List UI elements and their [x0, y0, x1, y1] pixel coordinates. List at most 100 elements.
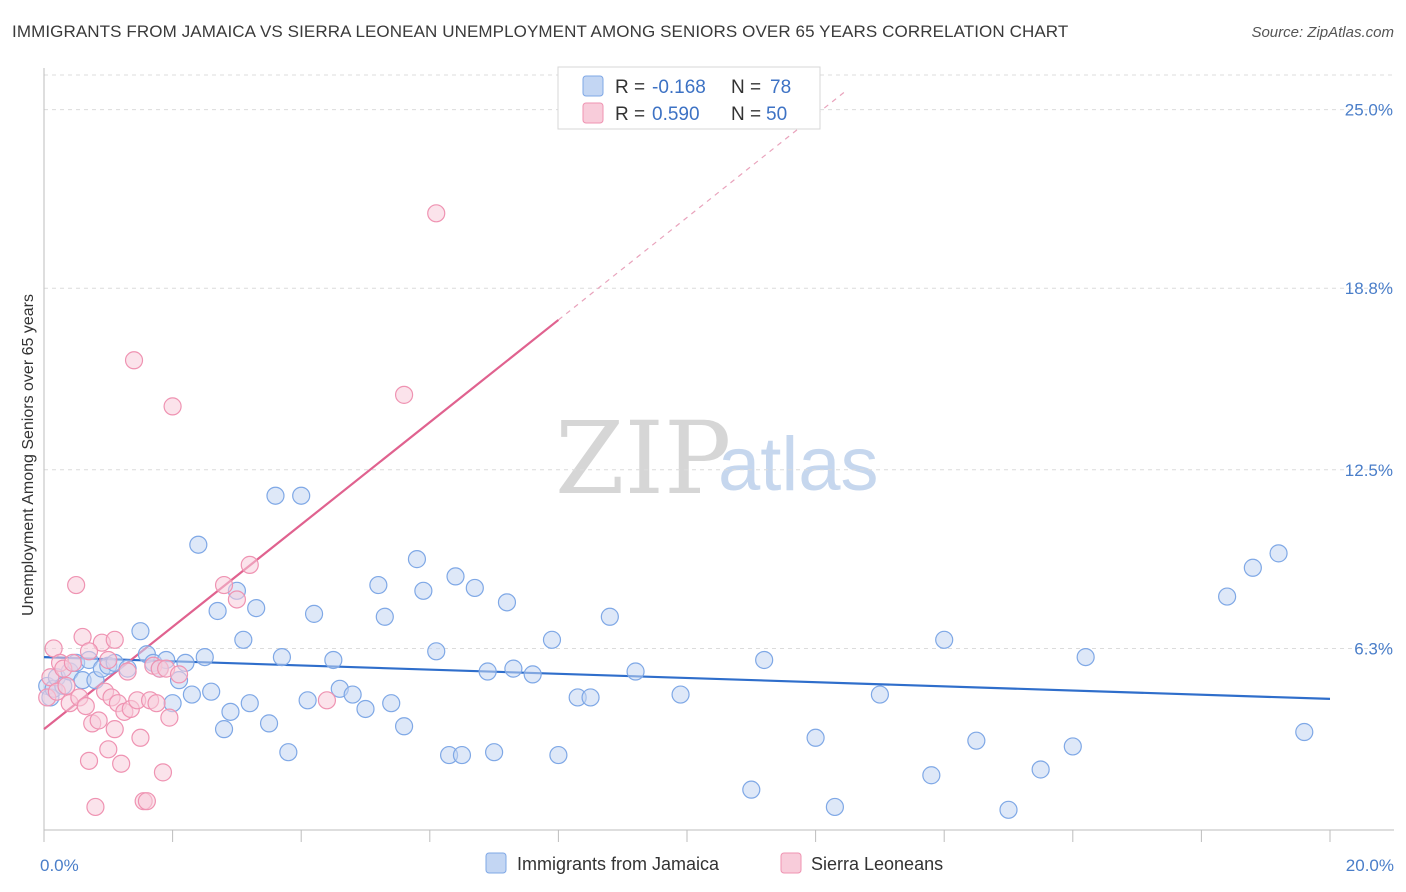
jamaica-point-75: [999, 800, 1018, 819]
sierra-leoneans-point-25: [118, 662, 137, 681]
bottom-legend-swatch-sierra-leoneans: [780, 852, 802, 874]
jamaica-point-34: [266, 486, 285, 505]
y-tick-label-3: 25.0%: [1345, 101, 1393, 120]
legend-n-value-1: 78: [770, 77, 791, 98]
sierra-leoneans-point-46: [427, 204, 446, 223]
sierra-leoneans-point-12: [76, 696, 95, 716]
jamaica-point-65: [626, 662, 645, 681]
bottom-legend-label-sierra-leoneans: Sierra Leoneans: [811, 854, 943, 874]
jamaica-point-69: [806, 728, 825, 747]
y-tick-label-2: 18.8%: [1345, 279, 1393, 298]
jamaica-point-43: [356, 699, 375, 719]
sierra-leoneans-point-27: [124, 351, 144, 370]
sierra-leoneans-point-21: [105, 720, 124, 739]
x-tick-label-0: 0.0%: [40, 856, 79, 875]
y-tick-label-1: 12.5%: [1345, 461, 1393, 480]
sierra-leoneans-point-36: [153, 763, 173, 782]
jamaica-point-56: [485, 743, 504, 762]
legend-n-label-1: N =: [731, 77, 761, 98]
y-axis-label: Unemployment Among Seniors over 65 years: [20, 294, 37, 616]
watermark-atlas: atlas: [718, 422, 879, 507]
jamaica-point-66: [671, 685, 690, 704]
jamaica-point-58: [504, 659, 523, 678]
jamaica-point-23: [189, 535, 208, 554]
jamaica-point-28: [221, 702, 240, 721]
jamaica-point-44: [369, 575, 388, 595]
sierra-leoneans-point-39: [163, 397, 182, 416]
jamaica-point-57: [497, 593, 517, 612]
legend-n-label-2: N =: [731, 104, 761, 125]
jamaica-point-70: [825, 797, 844, 817]
jamaica-point-39: [304, 604, 324, 623]
jamaica-point-45: [375, 607, 394, 626]
legend-r-value-2: 0.590: [652, 104, 700, 125]
sierra-leoneans-point-47: [79, 642, 99, 661]
jamaica-point-36: [279, 743, 298, 762]
jamaica-point-71: [870, 685, 890, 704]
sierra-leoneans-point-31: [137, 792, 156, 811]
jamaica-point-82: [1295, 722, 1314, 742]
jamaica-point-55: [478, 662, 497, 681]
jamaica-point-22: [182, 685, 201, 704]
jamaica-point-80: [1243, 558, 1262, 577]
jamaica-point-52: [446, 567, 465, 586]
jamaica-point-35: [272, 647, 292, 667]
jamaica-point-14: [131, 622, 150, 641]
series-legend: Immigrants from Jamaica Sierra Leoneans: [485, 852, 943, 874]
sierra-leoneans-point-34: [147, 694, 166, 713]
bottom-legend-label-jamaica: Immigrants from Jamaica: [517, 854, 720, 874]
jamaica-point-81: [1269, 544, 1288, 563]
jamaica-point-61: [549, 745, 568, 765]
watermark-zip: ZIP: [555, 400, 731, 517]
jamaica-point-74: [967, 731, 986, 750]
jamaica-point-40: [324, 650, 343, 670]
sierra-leoneans-point-42: [227, 590, 246, 609]
trend-line-jamaica: [43, 655, 1331, 700]
sierra-leoneans-point-6: [57, 676, 76, 696]
jamaica-point-48: [407, 550, 427, 569]
sierra-leoneans-point-16: [89, 711, 108, 730]
jamaica-point-76: [1031, 760, 1050, 779]
chart-title: IMMIGRANTS FROM JAMAICA VS SIERRA LEONEA…: [12, 22, 1069, 41]
jamaica-point-53: [452, 745, 472, 765]
jamaica-point-79: [1218, 587, 1237, 606]
jamaica-point-33: [259, 714, 279, 733]
correlation-legend: R = -0.168 N = 78 R = 0.590 N = 50: [557, 66, 821, 130]
sierra-leoneans-point-19: [99, 740, 118, 759]
sierra-leoneans-point-40: [169, 665, 189, 684]
source-label: Source: ZipAtlas.com: [1251, 24, 1394, 41]
bottom-legend-swatch-jamaica: [485, 852, 507, 874]
sierra-leoneans-point-15: [86, 797, 105, 817]
jamaica-point-30: [234, 630, 253, 649]
jamaica-point-63: [581, 688, 600, 707]
jamaica-point-78: [1076, 647, 1095, 667]
jamaica-point-67: [742, 780, 761, 799]
legend-n-value-2: 50: [766, 104, 787, 125]
jamaica-point-50: [427, 642, 446, 661]
legend-swatch-jamaica: [582, 75, 604, 97]
sierra-leoneans-point-48: [99, 650, 118, 670]
legend-r-value-1: -0.168: [652, 77, 706, 98]
legend-swatch-sierra-leoneans: [582, 102, 604, 124]
jamaica-point-54: [465, 578, 484, 598]
jamaica-point-32: [247, 599, 266, 618]
series-sierra-leoneans-points: [38, 204, 446, 817]
sierra-leoneans-point-41: [214, 575, 234, 595]
jamaica-point-31: [240, 694, 259, 713]
y-tick-label-0: 6.3%: [1354, 639, 1393, 658]
sierra-leoneans-point-43: [240, 555, 259, 574]
jamaica-point-42: [343, 685, 362, 704]
jamaica-point-47: [394, 717, 414, 736]
jamaica-point-59: [523, 665, 542, 684]
sierra-leoneans-point-49: [105, 630, 124, 649]
jamaica-point-49: [414, 581, 433, 600]
x-tick-label-1: 20.0%: [1346, 856, 1394, 875]
sierra-leoneans-point-9: [67, 575, 86, 595]
sierra-leoneans-point-45: [394, 385, 414, 404]
legend-r-label-1: R =: [615, 77, 645, 98]
jamaica-point-25: [202, 682, 221, 701]
sierra-leoneans-point-13: [79, 751, 99, 770]
jamaica-point-60: [542, 630, 562, 649]
jamaica-point-77: [1063, 737, 1082, 756]
